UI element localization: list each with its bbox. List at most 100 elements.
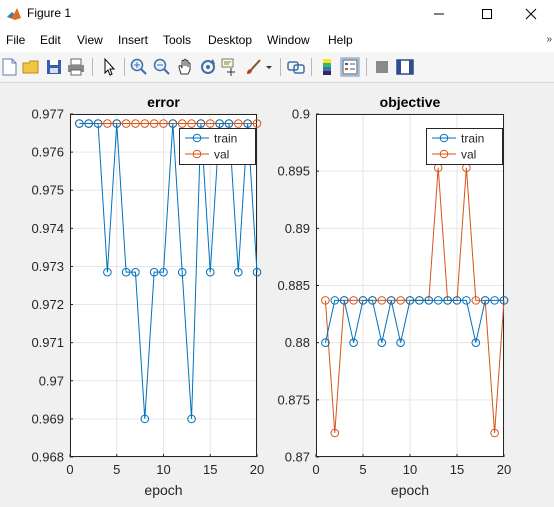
objective-legend-val-marker xyxy=(439,149,449,159)
menu-help[interactable]: Help xyxy=(328,33,353,47)
save-icon[interactable] xyxy=(44,57,64,77)
close-icon xyxy=(525,8,537,20)
menu-tools[interactable]: Tools xyxy=(163,33,192,47)
menu-file[interactable]: File xyxy=(6,33,26,47)
error-series-val-point xyxy=(187,119,196,128)
objective-series-train-point xyxy=(452,296,462,305)
error-legend[interactable] xyxy=(179,128,256,165)
menu-desktop[interactable]: Desktop xyxy=(208,33,253,47)
error-x-tick-label: 0 xyxy=(66,462,73,477)
open-file-icon[interactable] xyxy=(21,57,41,77)
objective-series-train-point xyxy=(462,296,471,305)
error-y-tick-label: 0.973 xyxy=(31,259,64,274)
error-y-tick-label: 0.968 xyxy=(31,450,64,465)
maximize-button[interactable] xyxy=(464,0,510,28)
objective-chart-title: objective xyxy=(380,94,441,110)
error-series-train-point xyxy=(131,267,140,277)
error-y-tick-label: 0.971 xyxy=(31,335,64,350)
error-series-val-point xyxy=(103,119,112,128)
objective-series-train-point xyxy=(377,338,387,347)
error-series-train-point xyxy=(243,119,252,128)
error-legend-val-marker xyxy=(192,149,202,159)
data-cursor-icon[interactable] xyxy=(220,57,240,77)
objective-series-train-point xyxy=(339,296,349,305)
rotate-icon[interactable] xyxy=(198,57,218,77)
brush-icon[interactable] xyxy=(244,57,264,77)
objective-legend[interactable] xyxy=(426,128,503,165)
error-series-val-point xyxy=(140,119,150,128)
menu-view[interactable]: View xyxy=(77,33,103,47)
print-icon[interactable] xyxy=(66,57,86,77)
pointer-icon[interactable] xyxy=(99,57,119,77)
minimize-button[interactable] xyxy=(416,0,462,28)
error-x-tick-label: 20 xyxy=(250,462,264,477)
error-y-tick-label: 0.975 xyxy=(31,183,64,198)
objective-series-train-point xyxy=(480,296,490,305)
objective-series-train-point xyxy=(424,296,434,305)
error-series-train-point xyxy=(252,267,262,277)
brush-dropdown-icon[interactable] xyxy=(264,57,274,77)
zoom-out-icon[interactable] xyxy=(152,57,172,77)
objective-series-train-point xyxy=(433,296,443,305)
objective-y-tick-label: 0.885 xyxy=(277,278,310,293)
objective-series-train-point xyxy=(349,338,358,347)
matlab-app-icon xyxy=(7,8,21,20)
error-series-train-point xyxy=(196,119,206,128)
pan-icon[interactable] xyxy=(175,57,195,77)
error-series-val-point xyxy=(252,119,262,128)
link-plot-icon[interactable] xyxy=(286,57,306,77)
title-bar: Figure 1 xyxy=(0,0,554,28)
objective-x-tick-label: 5 xyxy=(359,462,366,477)
show-plot-tools-icon[interactable] xyxy=(395,57,415,77)
error-series-train-point xyxy=(234,267,243,277)
objective-series-val-point xyxy=(321,296,330,305)
close-button[interactable] xyxy=(508,0,554,28)
error-y-tick-label: 0.974 xyxy=(31,221,64,236)
objective-series-val-point xyxy=(377,296,387,305)
error-series-val-point xyxy=(234,119,243,128)
objective-x-axis-label: epoch xyxy=(391,482,429,498)
objective-series-train-point xyxy=(415,296,424,305)
error-series-train-point xyxy=(159,267,168,277)
error-series-train-line xyxy=(79,123,258,419)
error-series-val-point xyxy=(205,119,215,128)
objective-axes-box xyxy=(316,114,504,457)
objective-series-val-point xyxy=(330,428,340,438)
maximize-icon xyxy=(482,9,492,19)
menu-insert[interactable]: Insert xyxy=(118,33,149,47)
objective-legend-train-label: train xyxy=(461,132,484,146)
error-series-train-point xyxy=(149,267,159,277)
error-series-train-point xyxy=(112,119,122,128)
error-series-train-point xyxy=(84,119,93,128)
objective-series-train-point xyxy=(490,296,499,305)
hide-plot-tools-icon[interactable] xyxy=(372,57,392,77)
menu-window[interactable]: Window xyxy=(267,33,310,47)
objective-series-train-point xyxy=(330,296,340,305)
legend-icon[interactable] xyxy=(340,57,360,77)
menu-overflow-icon[interactable]: » xyxy=(546,34,552,45)
objective-legend-val-label: val xyxy=(461,148,476,162)
new-figure-icon[interactable] xyxy=(0,57,20,77)
colorbar-icon[interactable] xyxy=(317,57,337,77)
objective-x-tick-label: 0 xyxy=(312,462,319,477)
objective-series-train-line xyxy=(324,299,504,343)
error-legend-val-label: val xyxy=(214,148,229,162)
objective-x-tick-label: 15 xyxy=(450,462,464,477)
error-x-tick-label: 15 xyxy=(203,462,217,477)
error-y-tick-label: 0.969 xyxy=(31,411,64,426)
error-series-train-point xyxy=(215,119,224,128)
objective-y-tick-label: 0.89 xyxy=(285,221,310,236)
objective-x-tick-label: 10 xyxy=(403,462,417,477)
menu-edit[interactable]: Edit xyxy=(40,33,61,47)
objective-x-tick-label: 20 xyxy=(497,462,511,477)
zoom-in-icon[interactable] xyxy=(129,57,149,77)
objective-series-train-point xyxy=(405,296,415,305)
objective-series-val-point xyxy=(396,296,405,305)
objective-series-val-point xyxy=(471,296,481,305)
objective-y-tick-label: 0.87 xyxy=(285,450,310,465)
error-series-train-point xyxy=(140,414,150,424)
objective-y-tick-label: 0.88 xyxy=(285,335,310,350)
window-title: Figure 1 xyxy=(27,6,72,20)
objective-series-train-point xyxy=(443,296,452,305)
error-series-train-point xyxy=(205,267,215,277)
